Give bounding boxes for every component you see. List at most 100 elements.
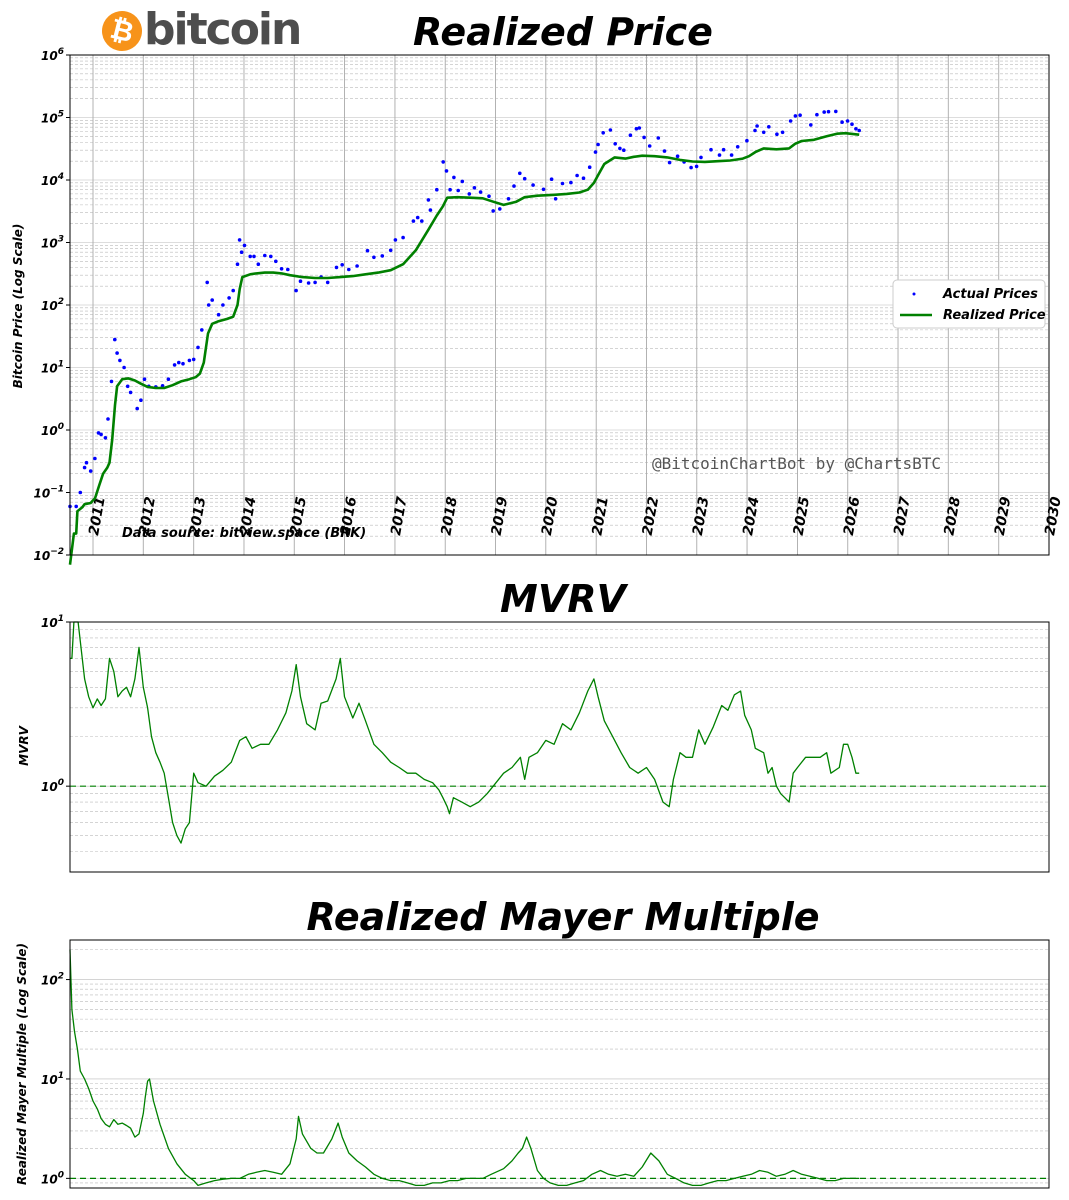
y-tick-label: 100: [41, 778, 64, 794]
y-tick-label: 102: [41, 297, 64, 313]
actual-price-point: [541, 187, 546, 192]
actual-price-point: [518, 171, 522, 176]
actual-price-point: [355, 264, 359, 268]
actual-price-point: [472, 186, 477, 190]
x-tick-label: 2017: [388, 495, 411, 536]
actual-price-point: [237, 238, 242, 242]
x-tick-label: 2011: [86, 496, 109, 537]
actual-price-point: [699, 155, 703, 160]
actual-price-point: [269, 254, 273, 259]
y-axis-label-rmm: Realized Mayer Multiple (Log Scale): [15, 943, 29, 1185]
actual-price-point: [775, 132, 779, 136]
x-tick-label: 2028: [941, 495, 964, 536]
y-tick-exponent: 4: [57, 172, 64, 182]
rmm-line: [69, 949, 860, 1187]
actual-price-point: [216, 312, 221, 317]
actual-price-point: [441, 160, 446, 164]
actual-price-point: [498, 207, 502, 211]
y-tick-exponent: −2: [50, 547, 64, 557]
actual-price-point: [634, 127, 639, 131]
y-tick-base: 10: [41, 616, 58, 630]
actual-price-point: [780, 130, 785, 135]
chart-title-mvrv: MVRV: [500, 577, 628, 621]
actual-price-point: [313, 280, 317, 285]
actual-price-point: [721, 147, 726, 152]
actual-price-point: [448, 187, 452, 192]
actual-price-point: [452, 175, 456, 180]
y-tick-exponent: 2: [58, 297, 64, 307]
actual-price-point: [181, 361, 185, 366]
actual-price-point: [263, 253, 267, 258]
actual-price-point: [93, 456, 97, 461]
y-tick-label: 103: [41, 235, 64, 251]
x-tick-label: 2029: [992, 495, 1015, 536]
actual-price-point: [647, 144, 652, 148]
actual-price-point: [135, 406, 139, 411]
actual-price-point: [393, 238, 398, 242]
actual-price-point: [809, 123, 813, 127]
y-tick-base: 10: [41, 974, 58, 988]
legend: Actual Prices Realized Price: [892, 279, 1046, 329]
y-tick-base: 10: [41, 424, 58, 438]
y-tick-exponent: 0: [58, 422, 64, 432]
actual-price-point: [613, 142, 617, 146]
actual-price-point: [347, 267, 351, 272]
y-tick-base: 10: [33, 549, 50, 563]
actual-price-point: [380, 254, 385, 258]
actual-price-point: [553, 197, 558, 201]
actual-price-point: [298, 279, 303, 284]
actual-price-point: [793, 114, 798, 118]
actual-price-point: [118, 358, 122, 363]
mvrv-line: [70, 621, 860, 844]
plot-frame: [69, 621, 1050, 873]
x-tick-label: 2012: [136, 496, 159, 537]
actual-price-point: [78, 490, 83, 495]
y-tick-exponent: 2: [58, 972, 64, 982]
x-tick-label: 2014: [237, 496, 260, 537]
y-tick-label: 101: [41, 614, 64, 630]
x-tick-label: 2019: [489, 495, 512, 536]
actual-price-point: [755, 124, 759, 128]
actual-price-point: [426, 198, 431, 202]
plot-frame: [69, 54, 1050, 556]
y-tick-exponent: 1: [58, 1071, 64, 1081]
y-tick-label: 10−1: [33, 485, 64, 501]
actual-price-point: [252, 254, 256, 259]
actual-price-point: [850, 122, 854, 126]
y-tick-base: 10: [41, 112, 58, 126]
x-tick-label: 2030: [1042, 495, 1065, 536]
actual-price-point: [221, 303, 225, 307]
actual-price-point: [125, 384, 130, 389]
actual-price-point: [456, 188, 461, 193]
actual-price-point: [845, 119, 850, 123]
actual-price-point: [388, 248, 393, 253]
actual-price-point: [854, 127, 858, 131]
chart-title-realized-price: Realized Price: [413, 10, 713, 54]
actual-price-point: [191, 357, 196, 362]
actual-price-point: [478, 190, 483, 194]
actual-price-point: [294, 288, 298, 293]
y-tick-base: 10: [41, 780, 58, 794]
actual-price-point: [826, 109, 831, 114]
y-tick-exponent: 1: [58, 360, 64, 370]
actual-price-point: [593, 150, 598, 154]
actual-price-point: [822, 110, 826, 114]
y-tick-exponent: 5: [58, 110, 64, 120]
actual-price-point: [325, 280, 330, 285]
actual-price-point: [372, 255, 376, 260]
actual-price-point: [487, 194, 491, 198]
actual-price-point: [798, 113, 802, 117]
actual-price-point: [227, 296, 231, 300]
y-tick-exponent: 1: [58, 614, 64, 624]
actual-price-point: [401, 235, 405, 240]
actual-price-point: [142, 377, 147, 382]
x-tick-label: 2027: [891, 495, 914, 536]
x-tick-label: 2015: [287, 495, 310, 536]
y-tick-exponent: 6: [58, 47, 64, 57]
actual-price-point: [662, 149, 667, 153]
actual-price-point: [428, 208, 433, 212]
actual-price-point: [569, 180, 573, 185]
y-tick-base: 10: [41, 299, 58, 313]
y-tick-exponent: 0: [58, 778, 64, 788]
